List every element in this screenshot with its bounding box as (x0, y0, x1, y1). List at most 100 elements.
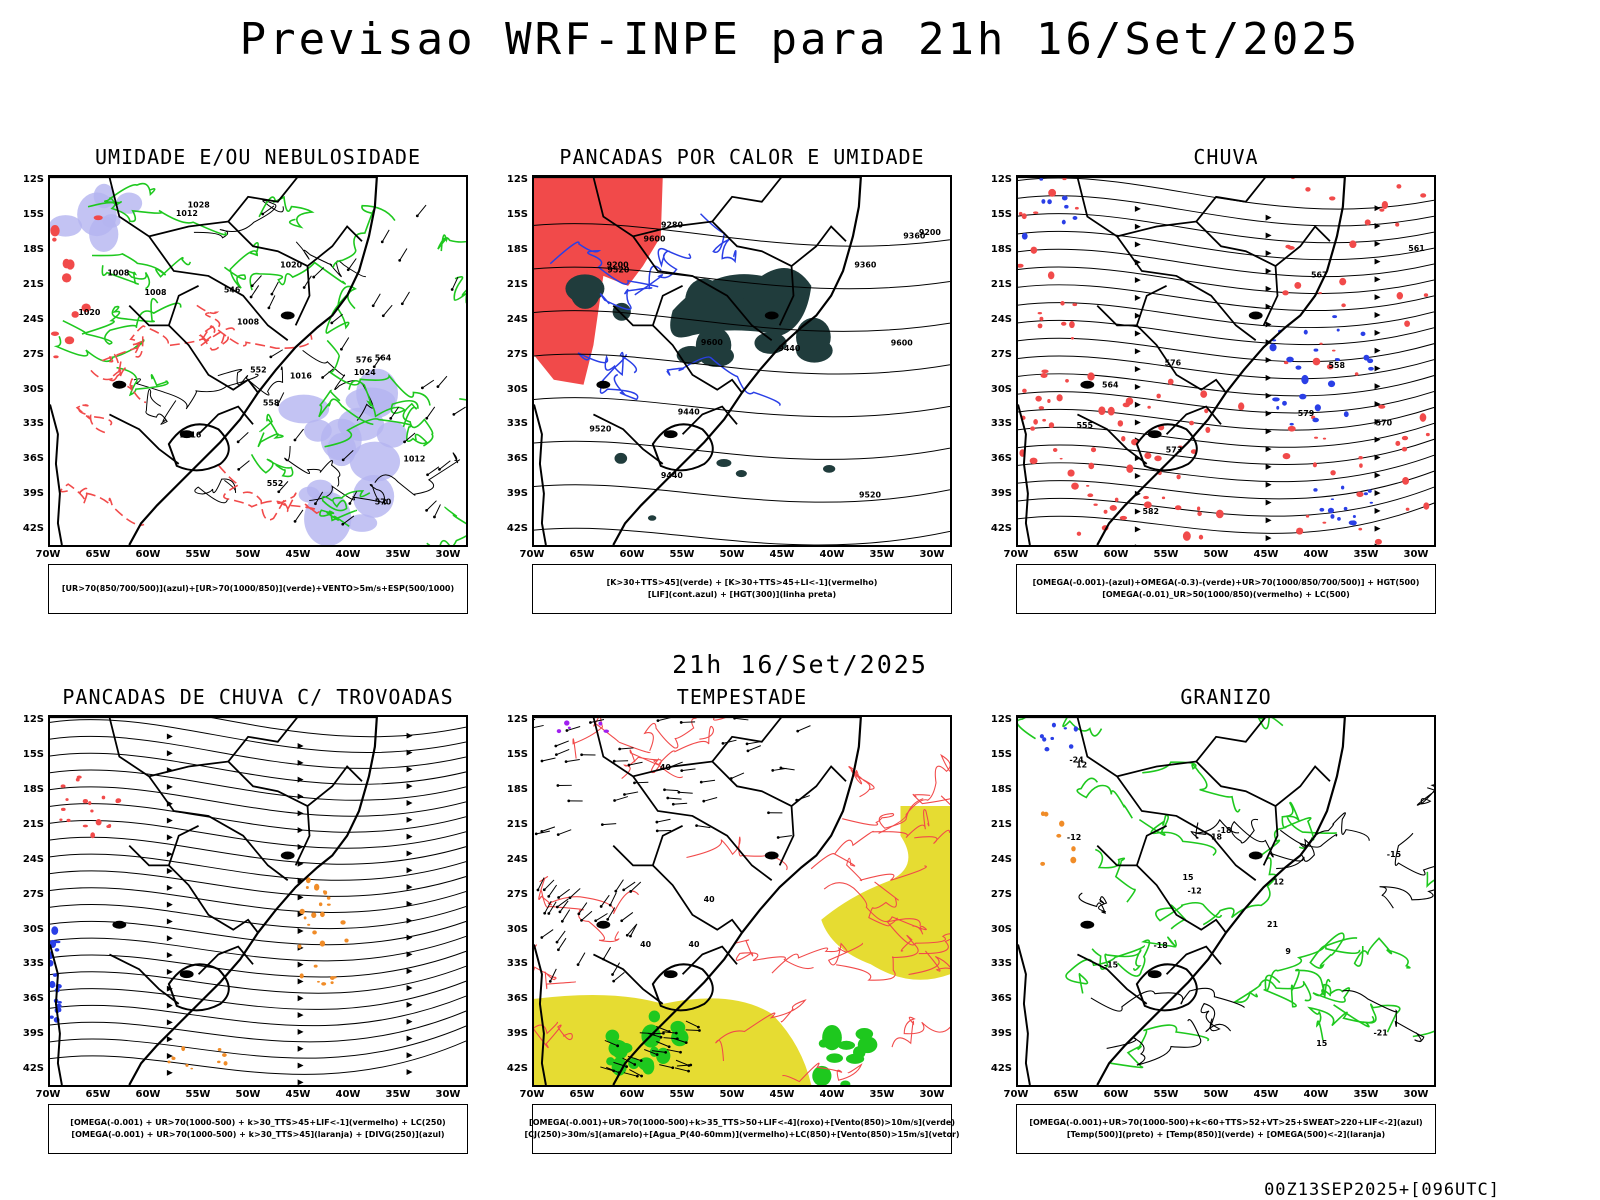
lat-tick-label: 18S (22, 784, 44, 795)
panel-title: UMIDADE E/OU NEBULOSIDADE (94, 145, 422, 169)
lon-tick-label: 30W (1403, 549, 1429, 560)
legend-line: [OMEGA(-0.001) + UR>70(1000-500) + k>30_… (70, 1118, 446, 1127)
lon-tick-label: 55W (185, 1089, 211, 1100)
lon-tick-label: 70W (519, 1089, 545, 1100)
contour-label: 9520 (607, 266, 630, 275)
lat-tick-label: 39S (506, 488, 528, 500)
legend-line: [LIF](cont.azul) + [HGT(300)](linha pret… (647, 590, 837, 599)
lat-tick-label: 27S (22, 888, 44, 900)
lon-tick-label: 70W (35, 1089, 61, 1100)
jet-area (821, 806, 950, 980)
lon-tick-label: 50W (1203, 549, 1229, 560)
lon-tick-label: 35W (1353, 549, 1379, 560)
lon-tick-label: 60W (619, 1089, 645, 1100)
contour-label: 9200 (607, 261, 630, 270)
shaded-area (614, 452, 836, 521)
contour-label: 12 (1273, 878, 1284, 887)
wind-vectors (236, 204, 466, 526)
contour-label: 18 (1211, 832, 1223, 841)
lat-tick-label: 15S (506, 749, 528, 761)
lat-tick-label: 42S (22, 1063, 44, 1074)
contour-label: 570 (1376, 419, 1393, 428)
lon-tick-label: 35W (1353, 1089, 1379, 1100)
lon-tick-label: 45W (285, 549, 311, 560)
contour-label: 1012 (403, 455, 425, 464)
contour-label: 9440 (778, 344, 801, 353)
map-canvas: 1008 1008 1008 1012 1016 1020 1020 1016 1012 1024… (50, 177, 466, 545)
contour-label: 9360 (854, 260, 877, 269)
shaded-area (1269, 315, 1374, 426)
contour-label: 1012 (176, 209, 198, 218)
panel-legend: [OMEGA(-0.001) + UR>70(1000-500) + k>30_… (48, 1104, 468, 1154)
lon-tick-label: 30W (919, 1089, 945, 1100)
wind-vectors (536, 877, 642, 983)
lon-tick-label: 60W (135, 549, 161, 560)
lat-tick-label: 33S (506, 418, 528, 430)
lat-tick-label: 12S (990, 174, 1012, 186)
lon-tick-label: 35W (385, 549, 411, 560)
panel-legend: [OMEGA(-0.001)+UR>70(1000-500)+k>35_TTS>… (524, 1104, 960, 1154)
lat-tick-label: 36S (506, 993, 528, 1005)
shaded-area (1018, 177, 1079, 402)
map-area: 582 579 576 573 570 567 564 561 558 555 (1016, 175, 1436, 547)
panel-title: TEMPESTADE (676, 685, 808, 709)
panel-legend: [UR>70(850/700/500)](azul)+[UR>70(1000/8… (48, 564, 468, 614)
contour-label: 9520 (859, 490, 882, 499)
lon-tick-label: 30W (435, 1089, 461, 1100)
panel-title: PANCADAS DE CHUVA C/ TROVOADAS (62, 685, 454, 709)
streamlines (50, 717, 466, 1085)
lat-tick-label: 36S (506, 453, 528, 465)
lat-tick-label: 30S (990, 923, 1012, 935)
legend-line: [Temp(500)](preto) + [Temp(850)](verde) … (1066, 1130, 1386, 1139)
lat-tick-label: 39S (506, 1028, 528, 1040)
geography (50, 177, 378, 545)
lat-tick-label: 15S (506, 209, 528, 221)
contour-label: 576 (356, 355, 373, 364)
lon-tick-label: 55W (669, 549, 695, 560)
lon-tick-label: 65W (1053, 549, 1079, 560)
panel-title: GRANIZO (1180, 685, 1272, 709)
map-canvas (50, 717, 466, 1085)
lat-tick-label: 42S (506, 1063, 528, 1074)
contour-label: 40 (640, 940, 652, 949)
lon-tick-label: 50W (235, 549, 261, 560)
lat-tick-label: 33S (22, 418, 44, 430)
contour-lines (223, 195, 466, 545)
lon-tick-label: 55W (1153, 549, 1179, 560)
shaded-area (59, 775, 122, 839)
map-panel-umidade: UMIDADE E/OU NEBULOSIDADE 1008 1008 1008 101… (0, 145, 470, 615)
contour-lines (549, 213, 781, 407)
lat-tick-label: 12S (506, 174, 528, 186)
contour-label: 558 (1329, 361, 1346, 370)
lat-tick-label: 36S (22, 993, 44, 1005)
wind-vectors (600, 1020, 701, 1078)
map-panel-granizo: GRANIZO -12 -12 -15 -15 -18 -18 -21 -24 12 12 15 15 1… (968, 685, 1438, 1155)
lon-tick-label: 55W (185, 549, 211, 560)
map-panel-chuva: CHUVA 582 579 576 573 570 567 564 561 558 555 12S 15… (968, 145, 1438, 615)
lat-tick-label: 42S (22, 523, 44, 534)
lat-tick-label: 33S (506, 958, 528, 970)
lat-tick-label: 24S (506, 853, 528, 865)
lat-tick-label: 39S (22, 1028, 44, 1040)
legend-line: [CJ(250)>30m/s](amarelo)+[Agua_P(40-60mm… (524, 1130, 960, 1139)
lon-tick-label: 55W (1153, 1089, 1179, 1100)
contour-label: 15 (1316, 1039, 1327, 1048)
lat-tick-label: 18S (990, 244, 1012, 255)
lat-tick-label: 36S (990, 993, 1012, 1005)
lat-tick-label: 18S (506, 784, 528, 795)
map-canvas: 582 579 576 573 570 567 564 561 558 555 (1018, 177, 1434, 545)
shaded-area (1019, 372, 1245, 541)
shaded-area (812, 1024, 878, 1085)
lon-tick-label: 50W (1203, 1089, 1229, 1100)
contour-label: 1020 (280, 261, 303, 270)
lat-tick-label: 21S (990, 278, 1012, 290)
lon-tick-label: 30W (1403, 1089, 1429, 1100)
lon-tick-label: 50W (719, 549, 745, 560)
contour-label: 1008 (144, 288, 167, 297)
lat-tick-label: 21S (506, 278, 528, 290)
contour-label: 1008 (237, 317, 260, 326)
lat-tick-label: 12S (22, 174, 44, 186)
run-info: 00Z13SEP2025+[096UTC] (1264, 1180, 1500, 1200)
panel-legend: [OMEGA(-0.001)+UR>70(1000-500)+k<60+TTS>… (1016, 1104, 1436, 1154)
contour-label: 1016 (290, 371, 313, 380)
